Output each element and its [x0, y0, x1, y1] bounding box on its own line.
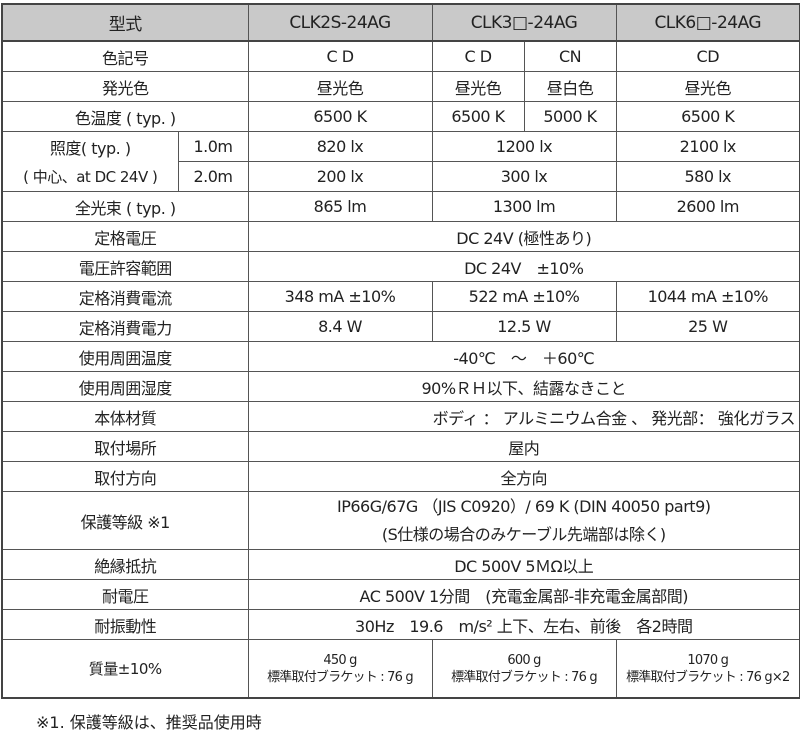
table-row: 使用周囲湿度 90%ＲＨ以下、結露なきこと	[1, 371, 800, 402]
row-label: 電圧許容範囲	[1, 251, 249, 282]
row-label: 照度( typ. )	[1, 131, 179, 162]
table-row: 発光色 昼光色 昼光色 昼白色 昼光色	[1, 71, 800, 102]
cell: DC 24V ±10%	[247, 251, 800, 282]
model-header: CLK6□-24AG	[615, 3, 800, 42]
mass-value: 1070 g	[687, 652, 729, 668]
cell: AC 500V 1分間 (充電金属部-非充電金属部間)	[247, 579, 800, 610]
model-header: CLK2S-24AG	[247, 3, 433, 42]
row-label: 定格消費電流	[1, 281, 249, 312]
cell: 2600 lm	[615, 191, 800, 222]
cell: CD	[615, 40, 800, 72]
cell: 25 W	[615, 311, 800, 342]
cell: C D	[431, 40, 525, 72]
table-row: 全光束 ( typ. ) 865 lm 1300 lm 2600 lm	[1, 191, 800, 222]
row-label: 発光色	[1, 71, 249, 102]
table-row: 耐電圧 AC 500V 1分間 (充電金属部-非充電金属部間)	[1, 579, 800, 610]
table-row: 定格電圧 DC 24V (極性あり)	[1, 221, 800, 252]
cell: 1200 lx	[431, 131, 617, 162]
cell: 450 g 標準取付ブラケット : 76 g	[247, 639, 433, 699]
cell: 580 lx	[615, 161, 800, 192]
row-label: 取付方向	[1, 461, 249, 492]
cell: 30Hz 19.6 m/s² 上下、左右、前後 各2時間	[247, 609, 800, 640]
cell: DC 24V (極性あり)	[247, 221, 800, 252]
cell: 8.4 W	[247, 311, 433, 342]
cell: 300 lx	[431, 161, 617, 192]
cell: ボディ ： アルミニウム合金 、 発光部： 強化ガラス	[247, 401, 800, 432]
table-row: 使用周囲温度 -40℃ ～ ＋60℃	[1, 341, 800, 372]
row-label: 取付場所	[1, 431, 249, 462]
protection-line-2: (S仕様の場合のみケーブル先端部は除く)	[381, 524, 666, 544]
cell: 600 g 標準取付ブラケット : 76 g	[431, 639, 617, 699]
model-header: CLK3□-24AG	[431, 3, 617, 42]
cell: 5000 K	[523, 101, 617, 132]
table-row: 質量±10% 450 g 標準取付ブラケット : 76 g 600 g 標準取付…	[1, 639, 800, 699]
cell: 12.5 W	[431, 311, 617, 342]
cell: 1300 lm	[431, 191, 617, 222]
row-label: ( 中心、at DC 24V )	[1, 161, 179, 192]
row-label: 定格消費電力	[1, 311, 249, 342]
cell: 昼光色	[431, 71, 525, 102]
mass-value: 450 g	[323, 652, 357, 668]
cell: 6500 K	[247, 101, 433, 132]
cell: 820 lx	[247, 131, 433, 162]
cell: 2100 lx	[615, 131, 800, 162]
cell: 昼光色	[247, 71, 433, 102]
table-row: 絶縁抵抗 DC 500V 5ＭΩ以上	[1, 549, 800, 580]
footnote: ※1. 保護等級は、推奨品使用時	[36, 713, 262, 732]
row-label: 耐電圧	[1, 579, 249, 610]
table-row: ( 中心、at DC 24V ) 2.0m 200 lx 300 lx 580 …	[1, 161, 800, 192]
row-label: 定格電圧	[1, 221, 249, 252]
row-label: 本体材質	[1, 401, 249, 432]
cell: 348 mA ±10%	[247, 281, 433, 312]
row-label: 質量±10%	[1, 639, 249, 699]
row-label: 耐振動性	[1, 609, 249, 640]
cell: IP66G/67G （JIS C0920）/ 69 K (DIN 40050 p…	[247, 491, 800, 550]
table-row: 取付方向 全方向	[1, 461, 800, 492]
table-row: 本体材質 ボディ ： アルミニウム合金 、 発光部： 強化ガラス	[1, 401, 800, 432]
cell: 865 lm	[247, 191, 433, 222]
cell: 6500 K	[615, 101, 800, 132]
cell: 1070 g 標準取付ブラケット : 76 g×2	[615, 639, 800, 699]
cell: 昼光色	[615, 71, 800, 102]
row-label: 使用周囲湿度	[1, 371, 249, 402]
protection-line-1: IP66G/67G （JIS C0920）/ 69 K (DIN 40050 p…	[337, 496, 711, 516]
row-label: 全光束 ( typ. )	[1, 191, 249, 222]
cell: 昼白色	[523, 71, 617, 102]
row-label: 保護等級 ※1	[1, 491, 249, 550]
row-label: 色温度 ( typ. )	[1, 101, 249, 132]
cell: 全方向	[247, 461, 800, 492]
bracket-value: 標準取付ブラケット : 76 g	[451, 669, 598, 685]
row-label: 絶縁抵抗	[1, 549, 249, 580]
table-row: 定格消費電流 348 mA ±10% 522 mA ±10% 1044 mA ±…	[1, 281, 800, 312]
table-row: 耐振動性 30Hz 19.6 m/s² 上下、左右、前後 各2時間	[1, 609, 800, 640]
cell: CN	[523, 40, 617, 72]
table-row: 保護等級 ※1 IP66G/67G （JIS C0920）/ 69 K (DIN…	[1, 491, 800, 550]
row-label: 使用周囲温度	[1, 341, 249, 372]
row-label: 色記号	[1, 40, 249, 72]
cell: 522 mA ±10%	[431, 281, 617, 312]
table-row: 色温度 ( typ. ) 6500 K 6500 K 5000 K 6500 K	[1, 101, 800, 132]
cell: 屋内	[247, 431, 800, 462]
distance-label: 2.0m	[177, 161, 249, 192]
mass-value: 600 g	[507, 652, 541, 668]
cell: 200 lx	[247, 161, 433, 192]
bracket-value: 標準取付ブラケット : 76 g×2	[626, 669, 790, 685]
table-row: 照度( typ. ) 1.0m 820 lx 1200 lx 2100 lx	[1, 131, 800, 162]
cell: 6500 K	[431, 101, 525, 132]
cell: 90%ＲＨ以下、結露なきこと	[247, 371, 800, 402]
cell: C D	[247, 40, 433, 72]
spec-table: 型式 CLK2S-24AG CLK3□-24AG CLK6□-24AG 色記号 …	[1, 3, 800, 699]
table-row: 色記号 C D C D CN CD	[1, 40, 800, 72]
cell: -40℃ ～ ＋60℃	[247, 341, 800, 372]
header-label: 型式	[1, 3, 249, 42]
bracket-value: 標準取付ブラケット : 76 g	[267, 669, 414, 685]
table-row: 定格消費電力 8.4 W 12.5 W 25 W	[1, 311, 800, 342]
table-row: 電圧許容範囲 DC 24V ±10%	[1, 251, 800, 282]
distance-label: 1.0m	[177, 131, 249, 162]
header-row: 型式 CLK2S-24AG CLK3□-24AG CLK6□-24AG	[1, 3, 800, 42]
cell: 1044 mA ±10%	[615, 281, 800, 312]
cell: DC 500V 5ＭΩ以上	[247, 549, 800, 580]
table-row: 取付場所 屋内	[1, 431, 800, 462]
